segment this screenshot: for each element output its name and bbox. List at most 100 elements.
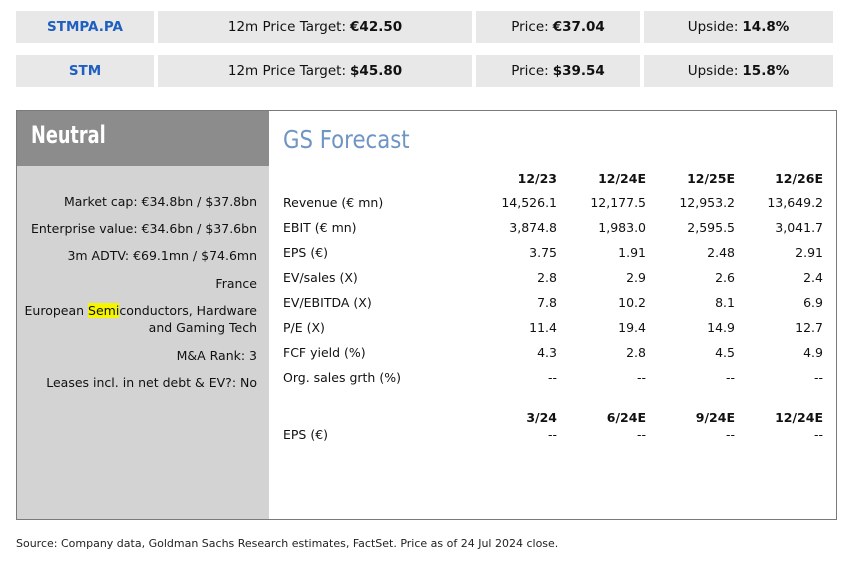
cell: 12.7 <box>795 320 823 335</box>
column-header: 12/26E <box>775 171 823 186</box>
sector-text-pre: European <box>24 303 89 318</box>
cell: 2.8 <box>537 270 557 285</box>
upside-value: 14.8% <box>742 19 790 35</box>
cell: 4.5 <box>715 345 735 360</box>
ticker-symbol[interactable]: STM <box>16 55 154 87</box>
table-row: P/E (X) 11.4 19.4 14.9 12.7 <box>283 320 823 338</box>
column-header: 12/23 <box>517 171 557 186</box>
leases-note: Leases incl. in net debt & EV?: No <box>46 375 257 390</box>
cell: 11.4 <box>529 320 557 335</box>
cell: 10.2 <box>618 295 646 310</box>
forecast-title-text: GS Forecast <box>283 125 410 154</box>
row-label: EPS (€) <box>283 427 329 442</box>
sector-text-line2: and Gaming Tech <box>148 320 257 335</box>
price-target: 12m Price Target: €42.50 <box>158 11 472 43</box>
price: Price: $39.54 <box>476 55 640 87</box>
ticker-row-stmpa: STMPA.PA 12m Price Target: €42.50 Price: €… <box>16 11 837 43</box>
cell: -- <box>636 370 646 385</box>
cell: -- <box>813 427 823 442</box>
cell: -- <box>725 427 735 442</box>
price-target: 12m Price Target: $45.80 <box>158 55 472 87</box>
price-value: €37.04 <box>552 19 605 35</box>
cell: 2.9 <box>626 270 646 285</box>
cell: 7.8 <box>537 295 557 310</box>
row-label: EV/sales (X) <box>283 270 358 285</box>
sector-highlight: Semi <box>88 303 120 318</box>
cell: 12,953.2 <box>679 195 735 210</box>
column-header: 12/24E <box>775 410 823 425</box>
cell: 2.91 <box>795 245 823 260</box>
ma-rank: M&A Rank: 3 <box>176 348 257 363</box>
country: France <box>215 276 257 291</box>
row-label: Org. sales grth (%) <box>283 370 401 385</box>
cell: -- <box>725 370 735 385</box>
column-header: 6/24E <box>606 410 646 425</box>
table-row: FCF yield (%) 4.3 2.8 4.5 4.9 <box>283 345 823 363</box>
price-target-value: €42.50 <box>350 19 403 35</box>
cell: 14,526.1 <box>501 195 557 210</box>
row-label: FCF yield (%) <box>283 345 366 360</box>
cell: 13,649.2 <box>767 195 823 210</box>
price-target-label: 12m Price Target: <box>227 63 347 79</box>
row-label: EBIT (€ mn) <box>283 220 357 235</box>
forecast-title: GS Forecast <box>283 125 432 154</box>
company-meta-column: Neutral Market cap: €34.8bn / $37.8bn En… <box>17 111 269 519</box>
column-header: 12/25E <box>687 171 735 186</box>
cell: 2.48 <box>707 245 735 260</box>
cell: 3.75 <box>529 245 557 260</box>
cell: 1.91 <box>618 245 646 260</box>
ticker-symbol[interactable]: STMPA.PA <box>16 11 154 43</box>
table-row: EBIT (€ mn) 3,874.8 1,983.0 2,595.5 3,04… <box>283 220 823 238</box>
enterprise-value: Enterprise value: €34.6bn / $37.6bn <box>30 221 257 236</box>
price-target-value: $45.80 <box>350 63 403 79</box>
cell: 3,874.8 <box>509 220 557 235</box>
rating-text: Neutral <box>31 121 106 149</box>
price-label: Price: <box>511 19 549 35</box>
rating-badge: Neutral <box>17 111 269 166</box>
column-header: 3/24 <box>526 410 557 425</box>
ticker-row-stm: STM 12m Price Target: $45.80 Price: $39.54… <box>16 55 837 87</box>
cell: -- <box>547 370 557 385</box>
annual-header-row: 12/23 12/24E 12/25E 12/26E <box>283 171 823 189</box>
quarter-header-row: 3/24 6/24E 9/24E 12/24E <box>283 410 823 428</box>
table-row: EPS (€) -- -- -- -- <box>283 427 823 445</box>
cell: 4.9 <box>803 345 823 360</box>
upside: Upside: 14.8% <box>644 11 833 43</box>
cell: -- <box>547 427 557 442</box>
table-row: EV/EBITDA (X) 7.8 10.2 8.1 6.9 <box>283 295 823 313</box>
table-row: EPS (€) 3.75 1.91 2.48 2.91 <box>283 245 823 263</box>
cell: 8.1 <box>715 295 735 310</box>
adtv: 3m ADTV: €69.1mn / $74.6mn <box>67 248 257 263</box>
sector-text-post: conductors, Hardware <box>119 303 257 318</box>
row-label: EV/EBITDA (X) <box>283 295 372 310</box>
cell: 2.6 <box>715 270 735 285</box>
cell: 4.3 <box>537 345 557 360</box>
cell: 6.9 <box>803 295 823 310</box>
row-label: P/E (X) <box>283 320 325 335</box>
cell: 19.4 <box>618 320 646 335</box>
cell: -- <box>813 370 823 385</box>
cell: 2,595.5 <box>687 220 735 235</box>
price: Price: €37.04 <box>476 11 640 43</box>
table-row: EV/sales (X) 2.8 2.9 2.6 2.4 <box>283 270 823 288</box>
column-header: 12/24E <box>598 171 646 186</box>
price-label: Price: <box>511 63 549 79</box>
sector: European Semiconductors, Hardware and Gam… <box>25 302 257 336</box>
cell: -- <box>636 427 646 442</box>
row-label: EPS (€) <box>283 245 329 260</box>
upside: Upside: 15.8% <box>644 55 833 87</box>
table-row: Revenue (€ mn) 14,526.1 12,177.5 12,953.… <box>283 195 823 213</box>
market-cap: Market cap: €34.8bn / $37.8bn <box>63 194 257 209</box>
upside-value: 15.8% <box>742 63 790 79</box>
cell: 2.8 <box>626 345 646 360</box>
table-row: Org. sales grth (%) -- -- -- -- <box>283 370 823 388</box>
price-value: $39.54 <box>552 63 605 79</box>
cell: 14.9 <box>707 320 735 335</box>
cell: 12,177.5 <box>590 195 646 210</box>
upside-label: Upside: <box>687 19 739 35</box>
cell: 3,041.7 <box>775 220 823 235</box>
column-header: 9/24E <box>695 410 735 425</box>
cell: 1,983.0 <box>598 220 646 235</box>
upside-label: Upside: <box>687 63 739 79</box>
cell: 2.4 <box>803 270 823 285</box>
